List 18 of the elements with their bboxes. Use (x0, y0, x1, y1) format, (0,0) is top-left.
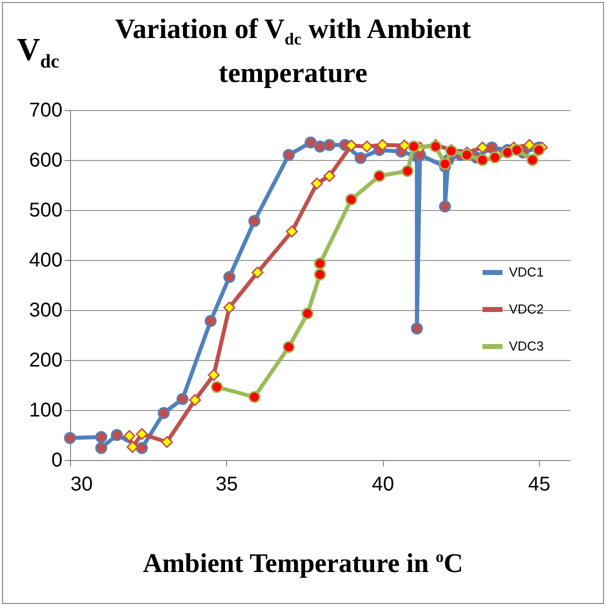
y-tick-label: 300 (29, 300, 62, 322)
legend-label: VDC1 (509, 264, 544, 280)
x-tick-label: 30 (70, 474, 93, 496)
legend-label: VDC2 (509, 302, 544, 316)
chart-title: Variation of V$_{dc}$ with Ambient temperature (114, 13, 472, 91)
x-axis-title: Ambient Temperature in $^{o}$C (142, 548, 464, 579)
y-axis-title: V$_{dc}$ (17, 31, 60, 74)
x-tick-label: 45 (528, 474, 550, 496)
y-tick-label: 500 (29, 200, 62, 222)
y-tick-label: 600 (29, 150, 62, 172)
y-tick-label: 100 (29, 400, 62, 422)
legend-label: VDC3 (509, 338, 544, 354)
y-tick-label: 400 (29, 250, 62, 272)
y-tick-label: 200 (29, 350, 62, 372)
x-tick-label: 40 (372, 474, 394, 496)
y-tick-label: 0 (51, 450, 62, 472)
y-tick-label: 700 (29, 100, 62, 122)
x-tick-label: 35 (216, 474, 238, 496)
